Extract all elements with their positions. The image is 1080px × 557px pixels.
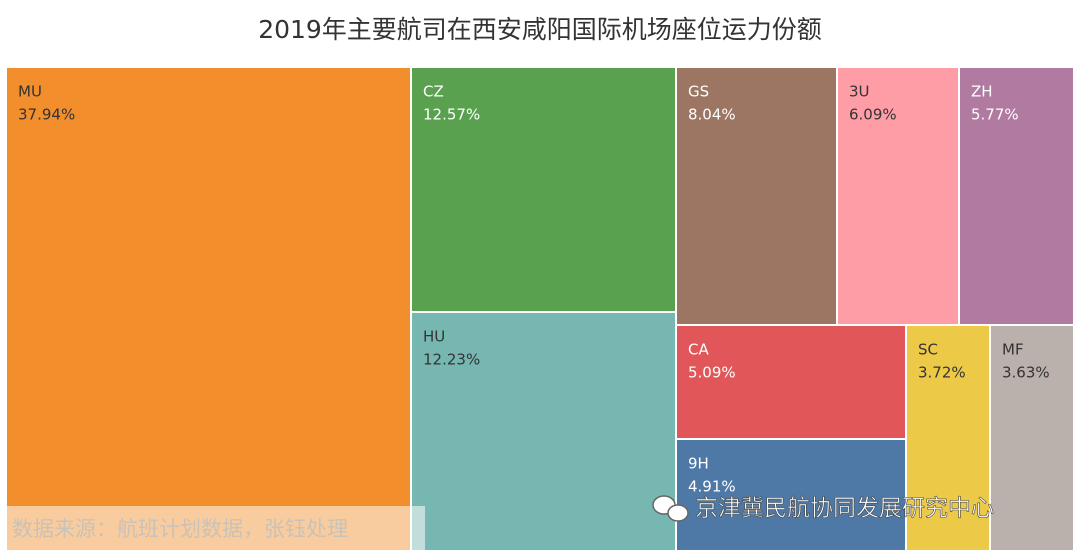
treemap-cell bbox=[412, 313, 675, 550]
treemap: MU 37.94% CZ 12.57% HU 12.23% GS 8.04% 3U 6.09% ZH… bbox=[7, 68, 1073, 550]
cell-label: MU bbox=[18, 83, 42, 101]
treemap-cell bbox=[991, 326, 1073, 550]
cell-label: GS bbox=[688, 83, 709, 101]
treemap-cell bbox=[677, 440, 905, 550]
cell-label: CA bbox=[688, 341, 709, 359]
cell-label: 3U bbox=[849, 83, 870, 101]
cell-value-label: 8.04% bbox=[688, 106, 736, 124]
cell-label: 9H bbox=[688, 455, 709, 473]
treemap-cell bbox=[7, 68, 410, 550]
wechat-icon bbox=[652, 495, 689, 522]
treemap-cell bbox=[960, 68, 1073, 324]
cell-label: CZ bbox=[423, 83, 444, 101]
treemap-cell bbox=[907, 326, 989, 550]
source-backdrop bbox=[7, 506, 425, 550]
cell-label: ZH bbox=[971, 83, 993, 101]
cell-value-label: 4.91% bbox=[688, 478, 736, 496]
cell-value-label: 12.57% bbox=[423, 106, 480, 124]
cell-value-label: 5.77% bbox=[971, 106, 1019, 124]
chart-title: 2019年主要航司在西安咸阳国际机场座位运力份额 bbox=[258, 15, 822, 44]
cell-label: HU bbox=[423, 328, 445, 346]
treemap-cell bbox=[677, 68, 836, 324]
cell-value-label: 12.23% bbox=[423, 351, 480, 369]
treemap-cell bbox=[677, 326, 905, 438]
cell-value-label: 3.72% bbox=[918, 364, 966, 382]
cell-value-label: 37.94% bbox=[18, 106, 75, 124]
watermark: 京津冀民航协同发展研究中心 bbox=[695, 496, 994, 522]
cell-value-label: 6.09% bbox=[849, 106, 897, 124]
cell-label: SC bbox=[918, 341, 938, 359]
treemap-cell bbox=[838, 68, 958, 324]
source-note: 数据来源：航班计划数据，张钰处理 bbox=[12, 517, 348, 541]
treemap-cell bbox=[412, 68, 675, 311]
cell-value-label: 3.63% bbox=[1002, 364, 1050, 382]
cell-label: MF bbox=[1002, 341, 1024, 359]
cell-value-label: 5.09% bbox=[688, 364, 736, 382]
